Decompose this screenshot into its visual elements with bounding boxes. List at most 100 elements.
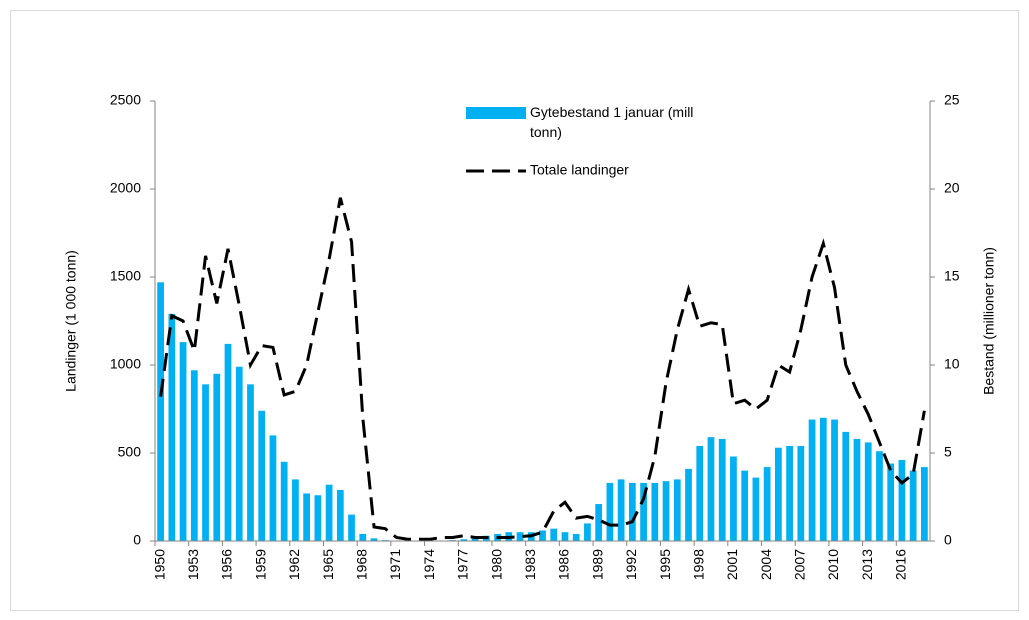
x-tick-label: 1953 [185,549,201,580]
bar [370,538,378,541]
bar [179,342,187,541]
legend-label: Totale landinger [530,162,629,178]
y-axis-title: Landinger (1 000 tonn) [63,250,79,392]
x-tick-label: 1962 [286,549,302,580]
x-tick-label: 2001 [724,549,740,580]
bar [516,532,524,541]
bar [336,489,344,541]
bar [314,495,322,541]
bar [235,366,243,541]
y2-tick-label: 20 [944,180,960,196]
bar [628,482,636,541]
bar [763,467,771,541]
x-tick-label: 1989 [589,549,605,580]
bar [460,539,468,541]
x-tick-label: 1950 [151,549,167,580]
x-tick-label: 1998 [690,549,706,580]
bar [752,477,760,541]
bar [280,461,288,541]
x-tick-label: 1959 [252,549,268,580]
bar [561,532,569,541]
bar [595,504,603,541]
y2-axis-title: Bestand (millioner tonn) [981,247,997,395]
y2-tick-label: 5 [944,444,952,460]
y-tick-label: 500 [118,444,142,460]
y2-tick-label: 0 [944,532,952,548]
x-tick-label: 1983 [522,549,538,580]
y2-tick-label: 15 [944,268,960,284]
x-tick-label: 1956 [219,549,235,580]
y-tick-label: 1000 [110,356,141,372]
x-tick-label: 1971 [387,549,403,580]
bar [696,445,704,541]
bar [797,445,805,541]
bar [190,370,198,541]
bar [213,373,221,541]
bar [831,419,838,541]
bar [202,384,209,541]
bar [887,463,895,541]
bar [550,528,558,541]
bar [584,523,591,541]
x-tick-label: 2013 [859,549,875,580]
y-tick-label: 1500 [110,268,141,284]
bar [157,282,164,541]
bar [247,384,254,541]
bar [269,435,277,541]
line [159,197,926,541]
bar [303,493,310,541]
x-tick-label: 1992 [623,549,639,580]
x-tick-label: 1965 [320,549,336,580]
y-tick-label: 0 [133,532,141,548]
y2-tick-label: 25 [944,92,960,108]
bar [325,484,333,541]
y-tick-label: 2500 [110,92,141,108]
bar [853,438,861,541]
x-tick-label: 2004 [758,549,774,580]
bar [876,451,883,541]
x-tick-label: 2007 [792,549,808,580]
bar [359,533,367,541]
bar [662,481,670,541]
x-tick-label: 1974 [421,549,437,580]
bar [572,533,580,541]
x-tick-label: 1968 [353,549,369,580]
bar [730,456,737,541]
bar [640,482,647,541]
bar [292,479,299,541]
bar [258,410,266,541]
y2-tick-label: 10 [944,356,960,372]
x-tick-label: 1980 [488,549,504,580]
legend-swatch [466,107,526,119]
bar [819,417,827,541]
bar [348,514,355,541]
bar [718,438,726,541]
bar [842,431,850,541]
bar [898,460,906,541]
bar [539,530,546,541]
bar [741,470,749,541]
x-tick-label: 1995 [657,549,673,580]
bar [673,479,681,541]
x-tick-label: 2010 [825,549,841,580]
bar [471,537,479,541]
bar [808,419,816,541]
bar [617,479,625,541]
bar [685,468,692,541]
bar [606,482,614,541]
x-tick-label: 1977 [455,549,471,580]
bar [921,467,928,541]
bar [864,442,872,541]
x-tick-label: 1986 [556,549,572,580]
y-tick-label: 2000 [110,180,141,196]
bar [707,437,715,541]
bar [168,313,176,541]
legend-label: Gytebestand 1 januar (mill tonn) [530,104,693,140]
bar [775,447,782,541]
bar [651,482,659,541]
x-tick-label: 2016 [893,549,909,580]
bar [909,470,917,541]
bar [224,343,232,541]
